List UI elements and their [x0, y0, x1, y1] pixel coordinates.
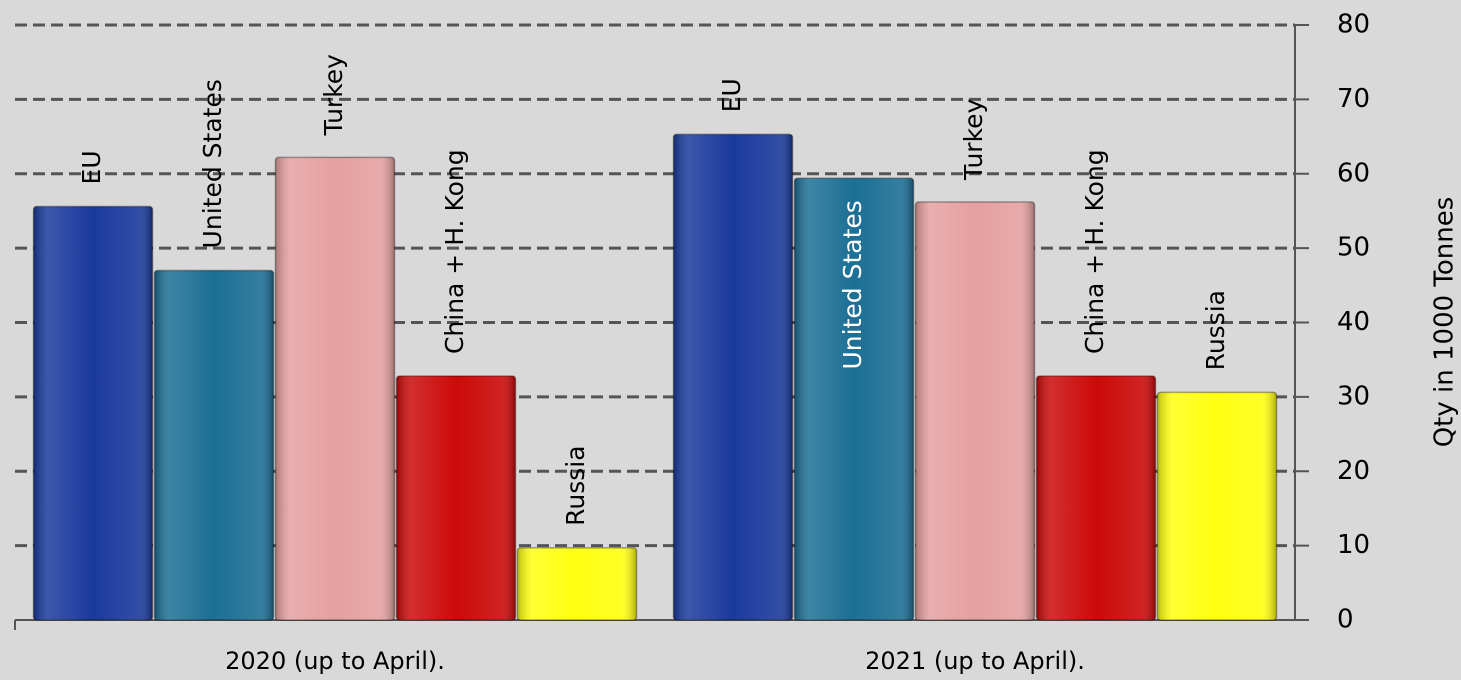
y-tick-label: 60	[1337, 158, 1370, 188]
bar	[914, 201, 1036, 621]
bar	[1035, 375, 1157, 621]
bar-label: EU	[77, 150, 106, 184]
bar-label: EU	[717, 78, 746, 112]
bar	[32, 205, 154, 621]
bar-label: United States	[838, 200, 867, 369]
x-tick-label: 2021 (up to April).	[865, 647, 1085, 675]
bar	[274, 156, 396, 621]
y-tick-label: 50	[1337, 233, 1370, 263]
y-tick-label: 80	[1337, 10, 1370, 40]
bar	[1156, 391, 1278, 621]
bar-label: United States	[198, 79, 227, 248]
bar-label: China + H. Kong	[440, 149, 469, 354]
bar-label: Turkey	[319, 54, 348, 137]
y-tick-label: 30	[1337, 381, 1370, 411]
y-tick-label: 70	[1337, 84, 1370, 114]
x-tick-label: 2020 (up to April).	[225, 647, 445, 675]
y-tick-label: 10	[1337, 530, 1370, 560]
y-tick-label: 40	[1337, 307, 1370, 337]
bar	[153, 269, 275, 621]
bar	[516, 547, 638, 621]
bar-label: China + H. Kong	[1080, 149, 1109, 354]
bar	[395, 375, 517, 621]
y-tick-label: 20	[1337, 456, 1370, 486]
bar-label: Turkey	[959, 98, 988, 181]
bar-label: Russia	[561, 445, 590, 525]
y-axis-label: Qty in 1000 Tonnes	[1430, 197, 1460, 448]
y-tick-label: 0	[1337, 605, 1354, 635]
bar	[672, 133, 794, 621]
bar-label: Russia	[1201, 290, 1230, 370]
